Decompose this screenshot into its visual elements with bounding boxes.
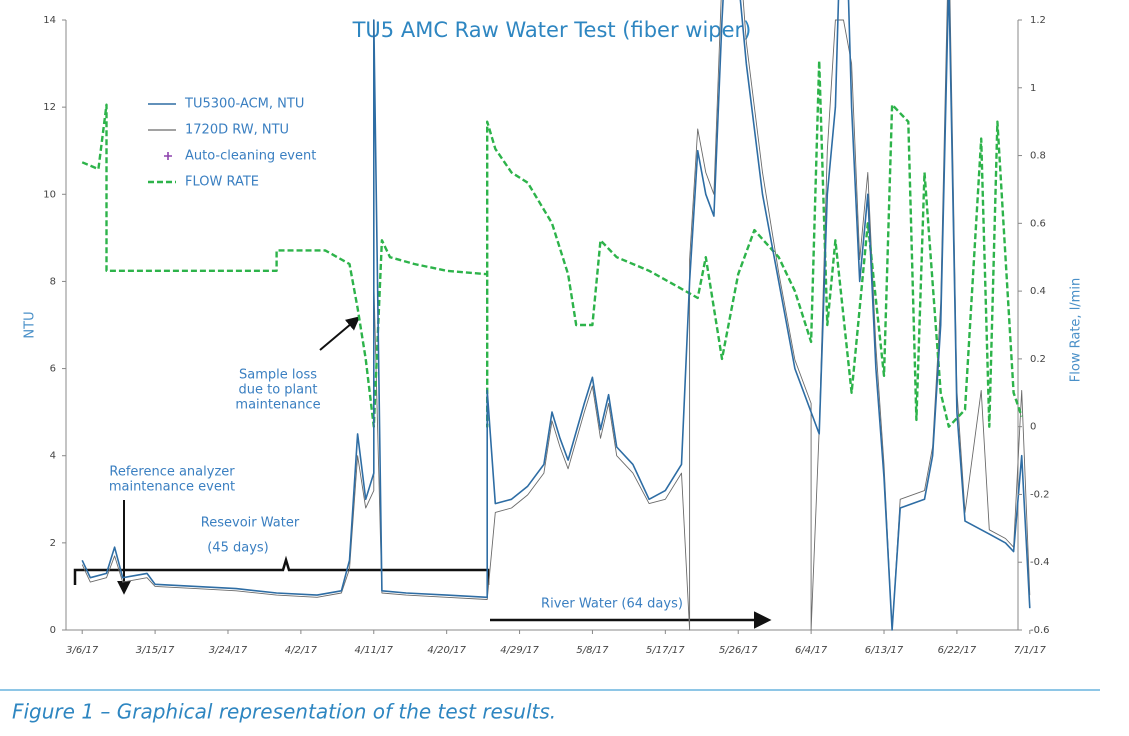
x-tick-label: 3/24/17 [209, 645, 248, 656]
legend-swatch [164, 152, 172, 160]
legend-label: FLOW RATE [185, 175, 259, 190]
x-tick-label: 4/2/17 [285, 645, 318, 656]
y2-tick-label: 0.6 [1030, 218, 1046, 229]
y-tick-label: 2 [50, 538, 56, 549]
y2-tick-label: -0.4 [1030, 557, 1050, 568]
annotation: Resevoir Water [201, 516, 300, 531]
x-tick-label: 5/8/17 [576, 645, 609, 656]
y2-tick-label: 1.2 [1030, 15, 1046, 26]
y2-tick-label: 1 [1030, 83, 1036, 94]
y2-tick-label: 0.2 [1030, 354, 1046, 365]
chart-title: TU5 AMC Raw Water Test (fiber wiper) [352, 18, 752, 42]
x-tick-label: 6/13/17 [865, 645, 904, 656]
y2-tick-label: -0.2 [1030, 489, 1050, 500]
x-tick-label: 6/4/17 [795, 645, 828, 656]
y-tick-label: 8 [50, 276, 56, 287]
series-line [81, 59, 1023, 428]
legend: TU5300-ACM, NTU 1720D RW, NTU Auto-cleanin… [148, 97, 316, 190]
annotation: (45 days) [207, 541, 269, 556]
y-tick-label: 14 [43, 15, 56, 26]
legend-label: 1720D RW, NTU [185, 123, 289, 138]
y-tick-label: 12 [43, 102, 56, 113]
x-tick-label: 4/11/17 [354, 645, 393, 656]
y-tick-label: 4 [50, 451, 56, 462]
x-tick-label: 3/6/17 [66, 645, 99, 656]
x-tick-label: 5/17/17 [646, 645, 685, 656]
y-tick-label: 10 [43, 189, 56, 200]
y2-tick-label: 0.8 [1030, 151, 1046, 162]
x-tick-label: 5/26/17 [719, 645, 758, 656]
caption: Figure 1 – Graphical representation of t… [12, 700, 556, 724]
y-axis-label: NTU [23, 311, 38, 338]
plot [81, 0, 1031, 631]
annotation: Sample loss [239, 368, 317, 383]
y2-tick-label: 0 [1030, 422, 1036, 433]
reservoir-bracket [73, 555, 490, 585]
x-tick-label: 6/22/17 [938, 645, 977, 656]
y2-tick-label: -0.6 [1030, 625, 1050, 636]
annotation: maintenance [235, 398, 320, 413]
legend-label: TU5300-ACM, NTU [184, 97, 304, 112]
x-tick-label: 4/20/17 [427, 645, 466, 656]
y-tick-label: 0 [50, 625, 56, 636]
sample-loss-arrow [319, 316, 361, 351]
y2-tick-label: 0.4 [1030, 286, 1046, 297]
x-tick-label: 7/1/17 [1014, 645, 1047, 656]
annotation: River Water (64 days) [541, 597, 683, 612]
x-tick-label: 3/15/17 [136, 645, 175, 656]
y-tick-label: 6 [50, 364, 56, 375]
series-line [81, 0, 1031, 631]
x-tick-label: 4/29/17 [500, 645, 539, 656]
annotation: maintenance event [109, 480, 235, 495]
y2-axis-label: Flow Rate, l/min [1069, 278, 1084, 382]
annotation: due to plant [239, 383, 318, 398]
legend-label: Auto-cleaning event [185, 149, 316, 164]
annotation: Reference analyzer [109, 465, 235, 480]
